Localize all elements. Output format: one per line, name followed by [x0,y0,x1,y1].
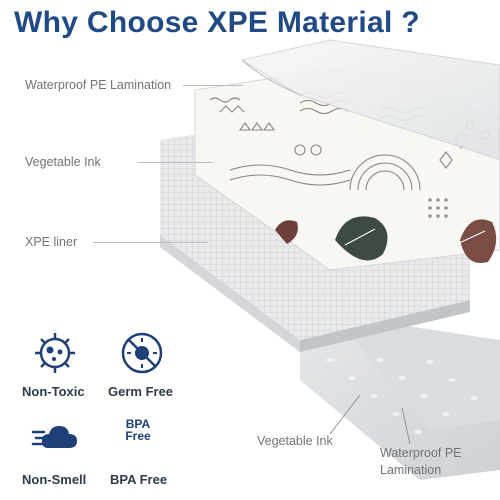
page-title: Why Choose XPE Material ? [14,6,420,39]
bottom-lamination-sheet [350,325,500,430]
no-germ-icon [121,332,163,374]
bpa-badge-line2: Free [125,429,151,443]
feature-label-bpa-free: BPA Free [110,472,168,487]
leaf-brown [460,219,497,264]
leader-line-liner [93,242,208,243]
leaf-green [335,216,388,261]
xpe-liner-front [300,300,470,352]
label-bottom-waterproof-line1: Waterproof PE [380,446,462,460]
feature-label-non-toxic: Non-Toxic [22,384,85,399]
label-vegetable-ink: Vegetable Ink [25,155,101,169]
leaf-brown-small [275,220,298,244]
virus-icon [35,333,75,373]
label-waterproof-pe: Waterproof PE Lamination [25,78,172,92]
bpa-badge-line1: BPA [125,417,151,431]
cloud-smell-icon [31,426,77,448]
label-bottom-waterproof-line2: Lamination [380,463,442,477]
label-bottom-vegetable-ink: Vegetable Ink [257,434,333,448]
bpa-free-icon: BPA Free [118,418,158,442]
leader-line-top [183,85,243,86]
xpe-liner-side [160,235,300,352]
leader-line-ink [138,162,213,163]
feature-label-non-smell: Non-Smell [22,472,87,487]
label-xpe-liner: XPE liner [25,235,78,249]
feature-label-germ-free: Germ Free [108,384,174,399]
